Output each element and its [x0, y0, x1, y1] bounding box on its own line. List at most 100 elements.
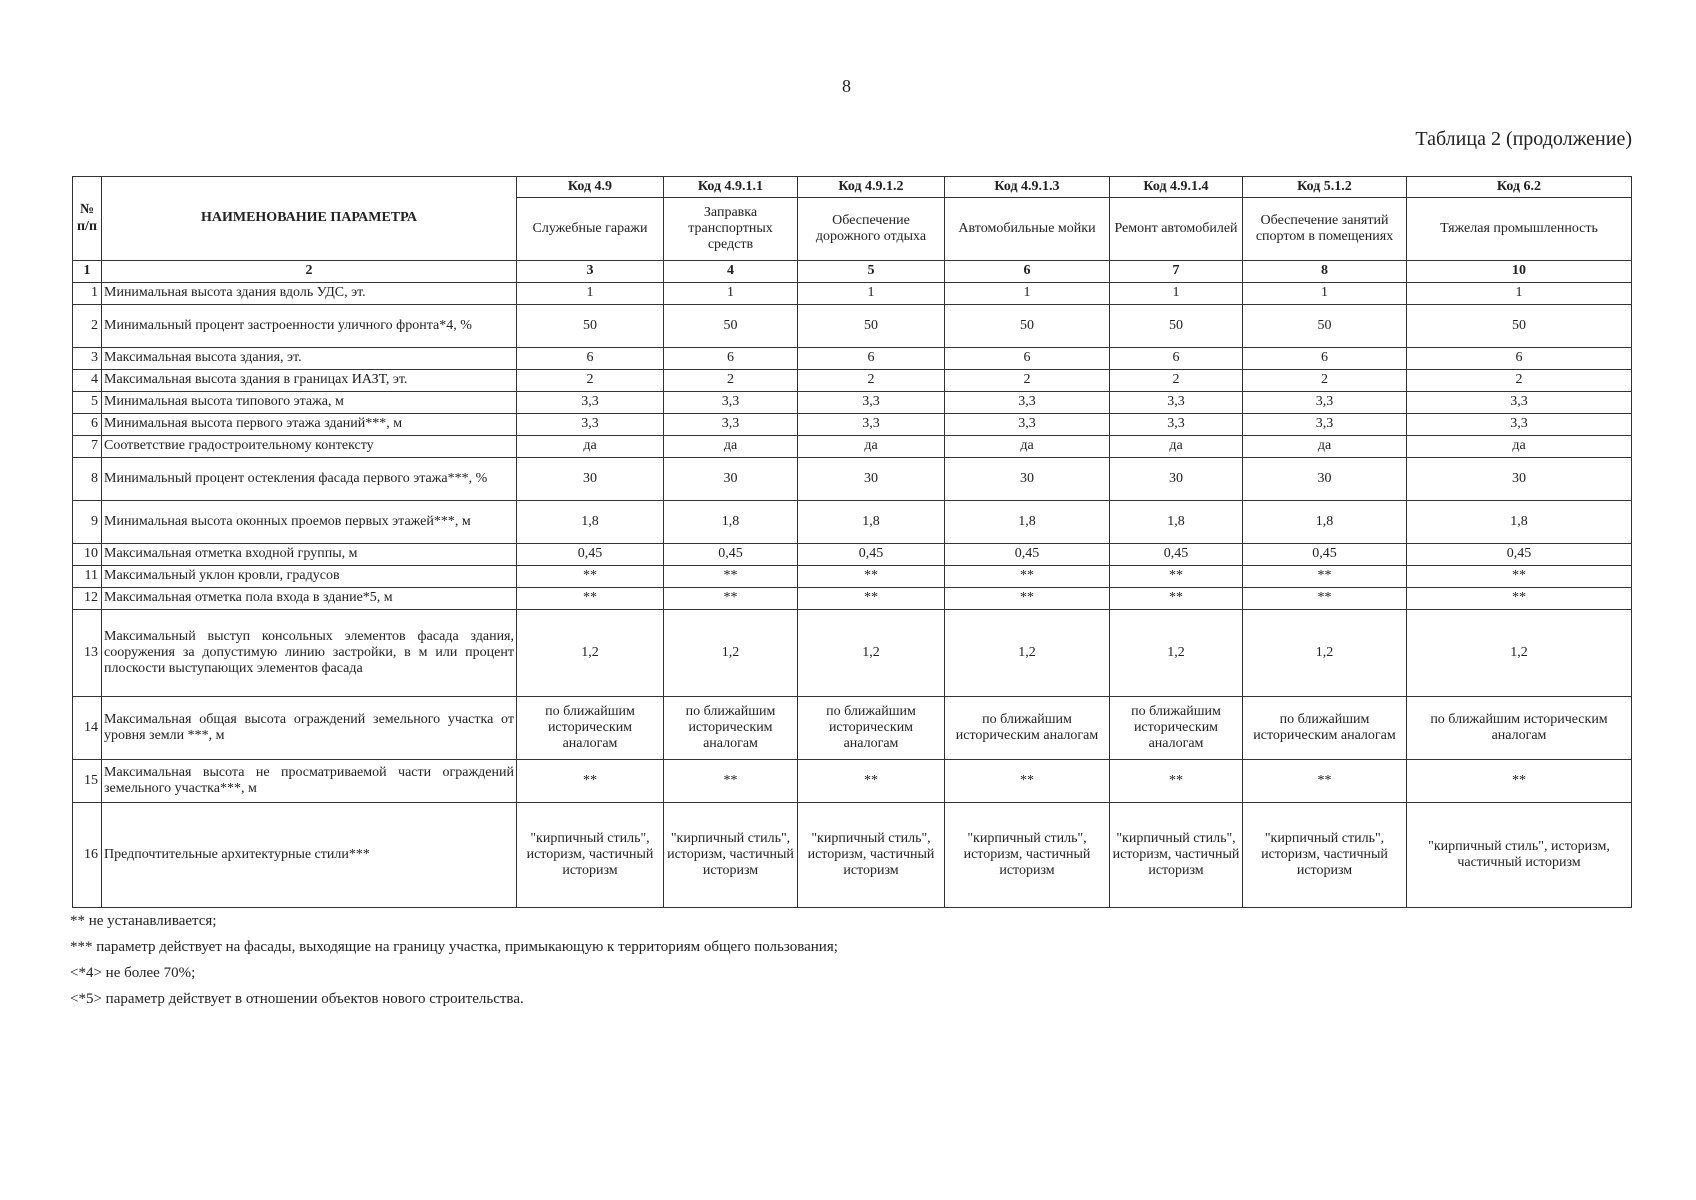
parameter-value: 0,45	[516, 543, 664, 566]
parameter-value: 1	[663, 282, 798, 305]
column-number: 3	[516, 260, 664, 283]
parameter-value: 3,3	[797, 413, 945, 436]
footnote: *** параметр действует на фасады, выходя…	[70, 939, 838, 955]
row-number: 8	[72, 457, 102, 501]
parameter-value: 3,3	[944, 413, 1110, 436]
parameter-value: **	[944, 759, 1110, 803]
row-number: 9	[72, 500, 102, 544]
footnote: ** не устанавливается;	[70, 913, 217, 929]
parameter-value: да	[1109, 435, 1243, 458]
parameter-value: 0,45	[1109, 543, 1243, 566]
parameter-value: **	[797, 587, 945, 610]
parameter-value: 2	[797, 369, 945, 392]
footnotes: ** не устанавливается; *** параметр дейст…	[70, 908, 838, 1012]
parameter-value: **	[944, 565, 1110, 588]
parameter-value: да	[944, 435, 1110, 458]
parameter-value: 1	[1406, 282, 1632, 305]
parameter-value: 2	[516, 369, 664, 392]
parameter-value: 6	[1242, 347, 1407, 370]
parameter-value: по ближайшим историческим аналогам	[516, 696, 664, 760]
column-number: 1	[72, 260, 102, 283]
page-number: 8	[842, 76, 851, 96]
parameter-value: 3,3	[1242, 391, 1407, 414]
column-name: Заправка транспортных средств	[663, 197, 798, 261]
parameter-value: **	[1109, 759, 1243, 803]
header-codes-row: № п/п НАИМЕНОВАНИЕ ПАРАМЕТРА Код 4.9 Код 4.…	[72, 176, 1632, 261]
parameter-value: 2	[1242, 369, 1407, 392]
parameter-value: 3,3	[797, 391, 945, 414]
table-row: 2 Минимальный процент застроенности уличн…	[72, 304, 1632, 348]
parameter-value: 6	[1406, 347, 1632, 370]
table-row: 6 Минимальная высота первого этажа зданий…	[72, 413, 1632, 436]
parameter-name: Максимальная высота здания, эт.	[101, 347, 517, 370]
row-number: 4	[72, 369, 102, 392]
table-row: 11 Максимальный уклон кровли, градусов ** *…	[72, 565, 1632, 588]
parameter-value: **	[663, 759, 798, 803]
parameter-value: по ближайшим историческим аналогам	[663, 696, 798, 760]
parameter-value: 2	[1406, 369, 1632, 392]
parameter-value: да	[1406, 435, 1632, 458]
parameter-value: 1,8	[663, 500, 798, 544]
parameter-value: по ближайшим историческим аналогам	[944, 696, 1110, 760]
parameter-value: "кирпичный стиль", историзм, частичный и…	[797, 802, 945, 908]
row-number: 11	[72, 565, 102, 588]
parameter-value: 3,3	[663, 391, 798, 414]
column-code: Код 4.9.1.1	[663, 176, 798, 198]
parameter-value: 3,3	[516, 391, 664, 414]
column-name: Служебные гаражи	[516, 197, 664, 261]
parameter-value: **	[1109, 587, 1243, 610]
parameter-value: 1	[1109, 282, 1243, 305]
table-row: 1 Минимальная высота здания вдоль УДС, эт…	[72, 282, 1632, 305]
parameter-value: да	[663, 435, 798, 458]
parameter-value: 50	[1109, 304, 1243, 348]
parameter-name: Максимальная отметка входной группы, м	[101, 543, 517, 566]
parameter-value: 50	[797, 304, 945, 348]
column-code: Код 4.9.1.3	[944, 176, 1110, 198]
table-row: 14 Максимальная общая высота ограждений з…	[72, 696, 1632, 760]
parameter-value: 0,45	[797, 543, 945, 566]
parameter-value: 1,2	[1242, 609, 1407, 697]
parameter-value: 50	[1242, 304, 1407, 348]
parameter-value: **	[516, 565, 664, 588]
parameter-value: 1	[797, 282, 945, 305]
parameter-name: Максимальная общая высота ограждений зем…	[101, 696, 517, 760]
column-code: Код 4.9.1.4	[1109, 176, 1243, 198]
parameter-name: Максимальная отметка пола входа в здание…	[101, 587, 517, 610]
parameter-value: 1,8	[1406, 500, 1632, 544]
parameter-value: 3,3	[1406, 391, 1632, 414]
parameter-value: 50	[944, 304, 1110, 348]
column-code: Код 4.9	[516, 176, 664, 198]
parameter-value: 3,3	[944, 391, 1110, 414]
row-number: 7	[72, 435, 102, 458]
parameter-value: "кирпичный стиль", историзм, частичный и…	[516, 802, 664, 908]
table-row: 10 Максимальная отметка входной группы, м…	[72, 543, 1632, 566]
parameter-name: Минимальный процент застроенности улично…	[101, 304, 517, 348]
parameter-value: по ближайшим историческим аналогам	[797, 696, 945, 760]
row-number: 14	[72, 696, 102, 760]
parameter-value: 30	[797, 457, 945, 501]
parameter-value: по ближайшим историческим аналогам	[1242, 696, 1407, 760]
parameter-value: **	[1406, 565, 1632, 588]
parameter-value: **	[1406, 587, 1632, 610]
parameter-value: 50	[516, 304, 664, 348]
parameter-value: 1,2	[797, 609, 945, 697]
parameter-name: Минимальная высота типового этажа, м	[101, 391, 517, 414]
column-number: 2	[101, 260, 517, 283]
parameter-value: 0,45	[1406, 543, 1632, 566]
table-row: 16 Предпочтительные архитектурные стили**…	[72, 802, 1632, 908]
parameter-value: "кирпичный стиль", историзм, частичный и…	[1109, 802, 1243, 908]
parameter-value: 6	[944, 347, 1110, 370]
parameter-value: 0,45	[1242, 543, 1407, 566]
parameter-value: **	[1406, 759, 1632, 803]
table-row: 4 Максимальная высота здания в границах И…	[72, 369, 1632, 392]
parameter-value: 2	[1109, 369, 1243, 392]
row-number: 6	[72, 413, 102, 436]
parameter-value: "кирпичный стиль", историзм, частичный и…	[1406, 802, 1632, 908]
parameter-value: 50	[663, 304, 798, 348]
parameter-value: 3,3	[1109, 391, 1243, 414]
column-number: 4	[663, 260, 798, 283]
parameter-value: 3,3	[516, 413, 664, 436]
parameter-value: да	[797, 435, 945, 458]
parameter-value: 6	[516, 347, 664, 370]
parameter-value: 3,3	[1109, 413, 1243, 436]
